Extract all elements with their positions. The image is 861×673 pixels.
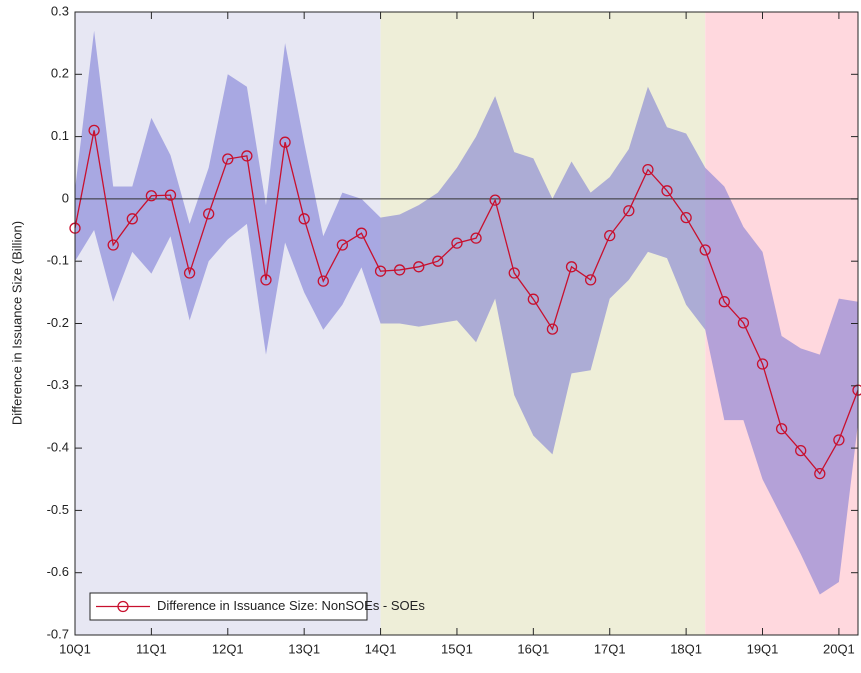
x-tick-label: 17Q1	[594, 641, 626, 656]
data-point	[241, 150, 253, 162]
y-tick-label: -0.7	[47, 626, 69, 641]
data-point	[833, 434, 845, 446]
y-tick-label: -0.1	[47, 253, 69, 268]
data-point	[527, 293, 539, 305]
x-tick-label: 18Q1	[670, 641, 702, 656]
data-point	[661, 185, 673, 197]
data-point	[680, 211, 692, 224]
data-point	[470, 232, 482, 244]
data-point	[413, 261, 425, 273]
data-point	[126, 213, 138, 225]
y-axis-label: Difference in Issuance Size (Billion)	[9, 221, 24, 425]
data-point	[508, 267, 520, 279]
data-point	[183, 267, 196, 279]
data-point	[164, 189, 177, 201]
x-tick-label: 16Q1	[517, 641, 549, 656]
data-point	[565, 261, 578, 273]
data-point	[355, 227, 368, 239]
data-point	[203, 208, 215, 220]
y-tick-label: 0.3	[51, 3, 69, 18]
data-point	[814, 467, 826, 480]
x-tick-label: 13Q1	[288, 641, 320, 656]
data-point	[699, 244, 711, 256]
y-tick-label: -0.3	[47, 377, 69, 392]
data-point	[584, 274, 597, 286]
data-point	[604, 230, 616, 242]
data-point	[317, 275, 329, 287]
y-tick-label: 0.1	[51, 128, 69, 143]
y-tick-label: -0.5	[47, 502, 69, 517]
legend-label: Difference in Issuance Size: NonSOEs - S…	[157, 598, 425, 613]
data-point	[88, 124, 100, 137]
data-point	[737, 317, 750, 329]
data-point	[260, 274, 272, 286]
data-point	[623, 205, 635, 217]
x-tick-label: 20Q1	[823, 641, 855, 656]
y-tick-label: -0.4	[47, 440, 69, 455]
y-tick-label: 0	[62, 190, 69, 205]
data-point	[374, 265, 387, 277]
data-point	[279, 136, 291, 148]
data-point	[451, 237, 463, 249]
data-point	[718, 296, 730, 308]
data-point	[546, 323, 559, 335]
x-tick-label: 19Q1	[747, 641, 779, 656]
x-tick-label: 12Q1	[212, 641, 244, 656]
data-point	[222, 153, 234, 165]
x-tick-label: 10Q1	[59, 641, 91, 656]
y-tick-label: 0.2	[51, 66, 69, 81]
y-tick-label: -0.6	[47, 564, 69, 579]
x-tick-label: 11Q1	[136, 641, 167, 656]
legend-marker	[117, 600, 129, 613]
data-point	[336, 239, 349, 251]
confidence-band	[75, 30, 858, 595]
data-point	[795, 444, 807, 457]
data-point	[642, 163, 654, 176]
data-point	[432, 255, 444, 267]
data-point	[145, 190, 158, 202]
data-point	[298, 213, 310, 225]
y-tick-label: -0.2	[47, 315, 69, 330]
data-point	[756, 358, 769, 370]
x-tick-label: 15Q1	[441, 641, 473, 656]
data-point	[107, 239, 119, 251]
data-point	[775, 423, 788, 435]
data-point	[394, 264, 406, 276]
x-tick-label: 14Q1	[365, 641, 397, 656]
data-point	[489, 194, 501, 206]
